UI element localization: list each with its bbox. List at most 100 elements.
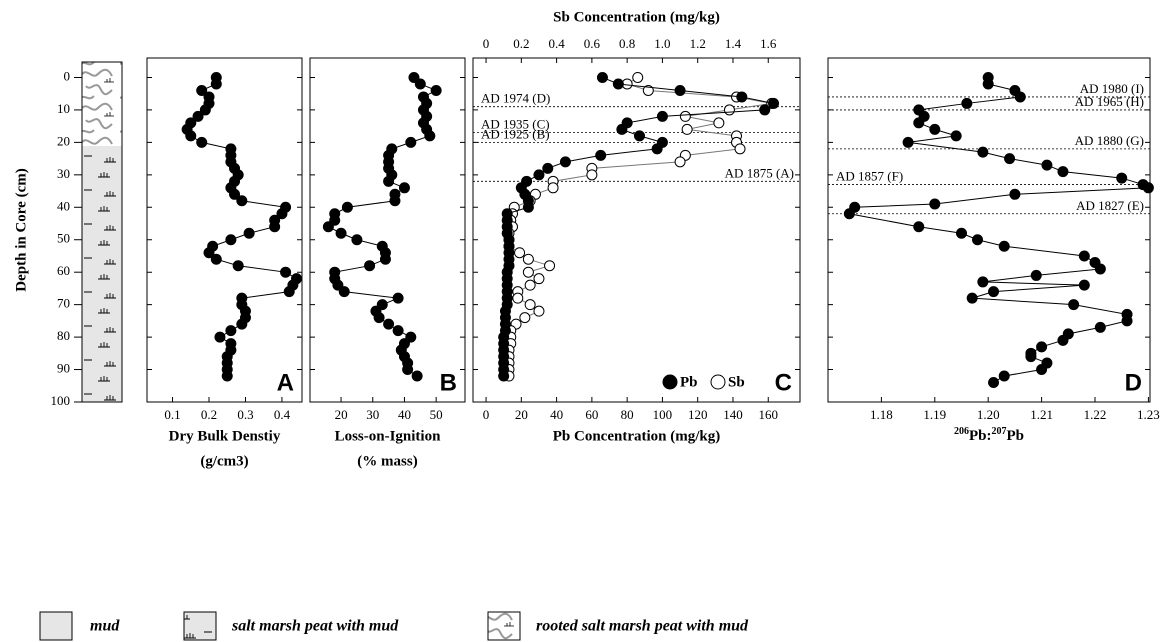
data-point: [542, 162, 554, 174]
data-point: [405, 136, 417, 148]
data-point: [966, 292, 978, 304]
data-point: [544, 260, 556, 272]
x2-tick-label: 0: [483, 36, 490, 51]
data-point: [955, 227, 967, 239]
data-point: [674, 156, 686, 168]
y-tick-label: 20: [57, 133, 70, 148]
data-point: [430, 84, 442, 96]
x-tick-label: 60: [585, 407, 598, 422]
data-point: [1057, 334, 1069, 346]
x-tick-label: 140: [723, 407, 743, 422]
y-tick-label: 30: [57, 166, 70, 181]
data-point: [950, 130, 962, 142]
data-point: [1116, 172, 1128, 184]
core-column: [81, 61, 123, 403]
legend-label: Pb: [680, 374, 698, 390]
x-tick-label: 30: [366, 407, 379, 422]
y-tick-label: 50: [57, 231, 70, 246]
y-tick-label: 100: [51, 393, 71, 408]
x-axis-title: Loss-on-Ignition: [335, 428, 442, 444]
data-point: [424, 130, 436, 142]
data-point: [236, 318, 248, 330]
profile-line: [848, 77, 1151, 383]
x-tick-label: 20: [515, 407, 528, 422]
data-point: [929, 198, 941, 210]
x-tick-label: 1.23: [1137, 407, 1160, 422]
x2-tick-label: 0.4: [548, 36, 565, 51]
x-tick-label: 80: [621, 407, 634, 422]
data-point: [411, 370, 423, 382]
data-point: [616, 123, 628, 135]
data-point: [768, 97, 780, 109]
data-point: [338, 286, 350, 298]
x-tick-label: 1.18: [870, 407, 893, 422]
data-point: [522, 266, 534, 278]
data-point: [280, 266, 292, 278]
legend-marker: [710, 374, 726, 390]
y-tick-label: 70: [57, 296, 70, 311]
data-point: [977, 146, 989, 158]
date-label: AD 1827 (E): [1076, 198, 1144, 213]
data-point: [595, 149, 607, 161]
panel-label: C: [775, 369, 792, 396]
data-point: [522, 201, 534, 213]
panel-frame: [146, 57, 303, 403]
data-point: [1036, 341, 1048, 353]
data-point: [243, 227, 255, 239]
data-point: [679, 110, 691, 122]
y-tick-label: 40: [57, 198, 70, 213]
x-tick-label: 0: [483, 407, 490, 422]
data-point: [269, 221, 281, 233]
data-point: [972, 234, 984, 246]
x2-tick-label: 1.6: [760, 36, 777, 51]
data-point: [533, 273, 545, 285]
data-point: [276, 208, 288, 220]
y-axis-title: Depth in Core (cm): [13, 168, 29, 291]
data-point: [1025, 351, 1037, 363]
data-point: [383, 318, 395, 330]
legend: mud salt marsh peat with mud rooted salt…: [39, 611, 749, 641]
panel-frame: [309, 57, 466, 403]
date-label: AD 1880 (G): [1075, 133, 1144, 148]
data-point: [642, 84, 654, 96]
x2-tick-label: 1.4: [725, 36, 742, 51]
data-point: [559, 156, 571, 168]
data-point: [913, 221, 925, 233]
data-point: [977, 276, 989, 288]
data-point: [1094, 263, 1106, 275]
data-point: [414, 78, 426, 90]
x2-tick-label: 0.2: [513, 36, 529, 51]
date-label: AD 1935 (C): [481, 117, 550, 132]
data-point: [389, 195, 401, 207]
data-point: [379, 253, 391, 265]
x-axis-title-part: 207: [991, 426, 1006, 437]
data-point: [524, 299, 536, 311]
date-label: AD 1857 (F): [836, 169, 903, 184]
legend-label: mud: [90, 618, 120, 635]
date-label: AD 1980 (I): [1080, 81, 1144, 96]
data-point: [982, 78, 994, 90]
data-point: [196, 136, 208, 148]
data-point: [988, 377, 1000, 389]
data-point: [1041, 159, 1053, 171]
date-label: AD 1965 (H): [1075, 94, 1144, 109]
panel-frame: [472, 57, 801, 403]
x-axis-title: (g/cm3): [200, 453, 248, 469]
data-point: [402, 364, 414, 376]
data-point: [988, 286, 1000, 298]
data-point: [524, 279, 536, 291]
data-point: [1009, 188, 1021, 200]
date-label: AD 1875 (A): [725, 165, 794, 180]
data-point: [1057, 166, 1069, 178]
data-point: [498, 370, 510, 382]
data-point: [335, 227, 347, 239]
data-point: [734, 143, 746, 155]
x2-tick-label: 1.2: [690, 36, 706, 51]
data-point: [547, 182, 559, 194]
x-axis-title-part: Pb:: [969, 428, 992, 444]
data-point: [373, 312, 385, 324]
x-tick-label: 160: [759, 407, 779, 422]
x-tick-label: 1.21: [1030, 407, 1053, 422]
panel-label: A: [277, 369, 294, 396]
